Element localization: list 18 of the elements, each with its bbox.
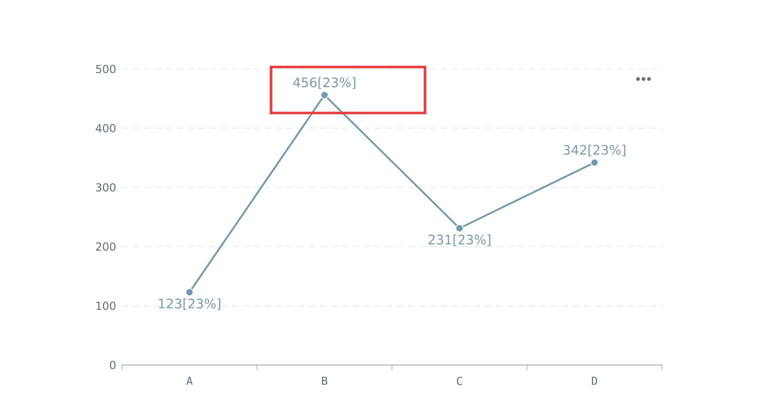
point: [456, 224, 464, 232]
y-tick-label: 300: [96, 183, 116, 192]
data-label: 231[23%]: [428, 234, 490, 246]
y-tick-label: 200: [96, 242, 116, 251]
x-tick-label: D: [592, 376, 598, 385]
x-tick-label: A: [186, 376, 193, 385]
point: [320, 91, 328, 100]
y-tick-label: 400: [96, 124, 116, 132]
y-tick-label: 100: [96, 302, 116, 310]
data-label: 456[23%]: [293, 77, 356, 89]
x-tick-label: B: [322, 376, 328, 385]
data-label: 342[23%]: [564, 144, 626, 156]
point: [186, 288, 194, 296]
y-tick-label: 500: [96, 64, 116, 74]
x-tick-label: C: [456, 376, 462, 386]
y-tick-label: 0: [110, 360, 116, 370]
point: [590, 158, 599, 167]
data-label: 123[23%]: [159, 298, 220, 310]
